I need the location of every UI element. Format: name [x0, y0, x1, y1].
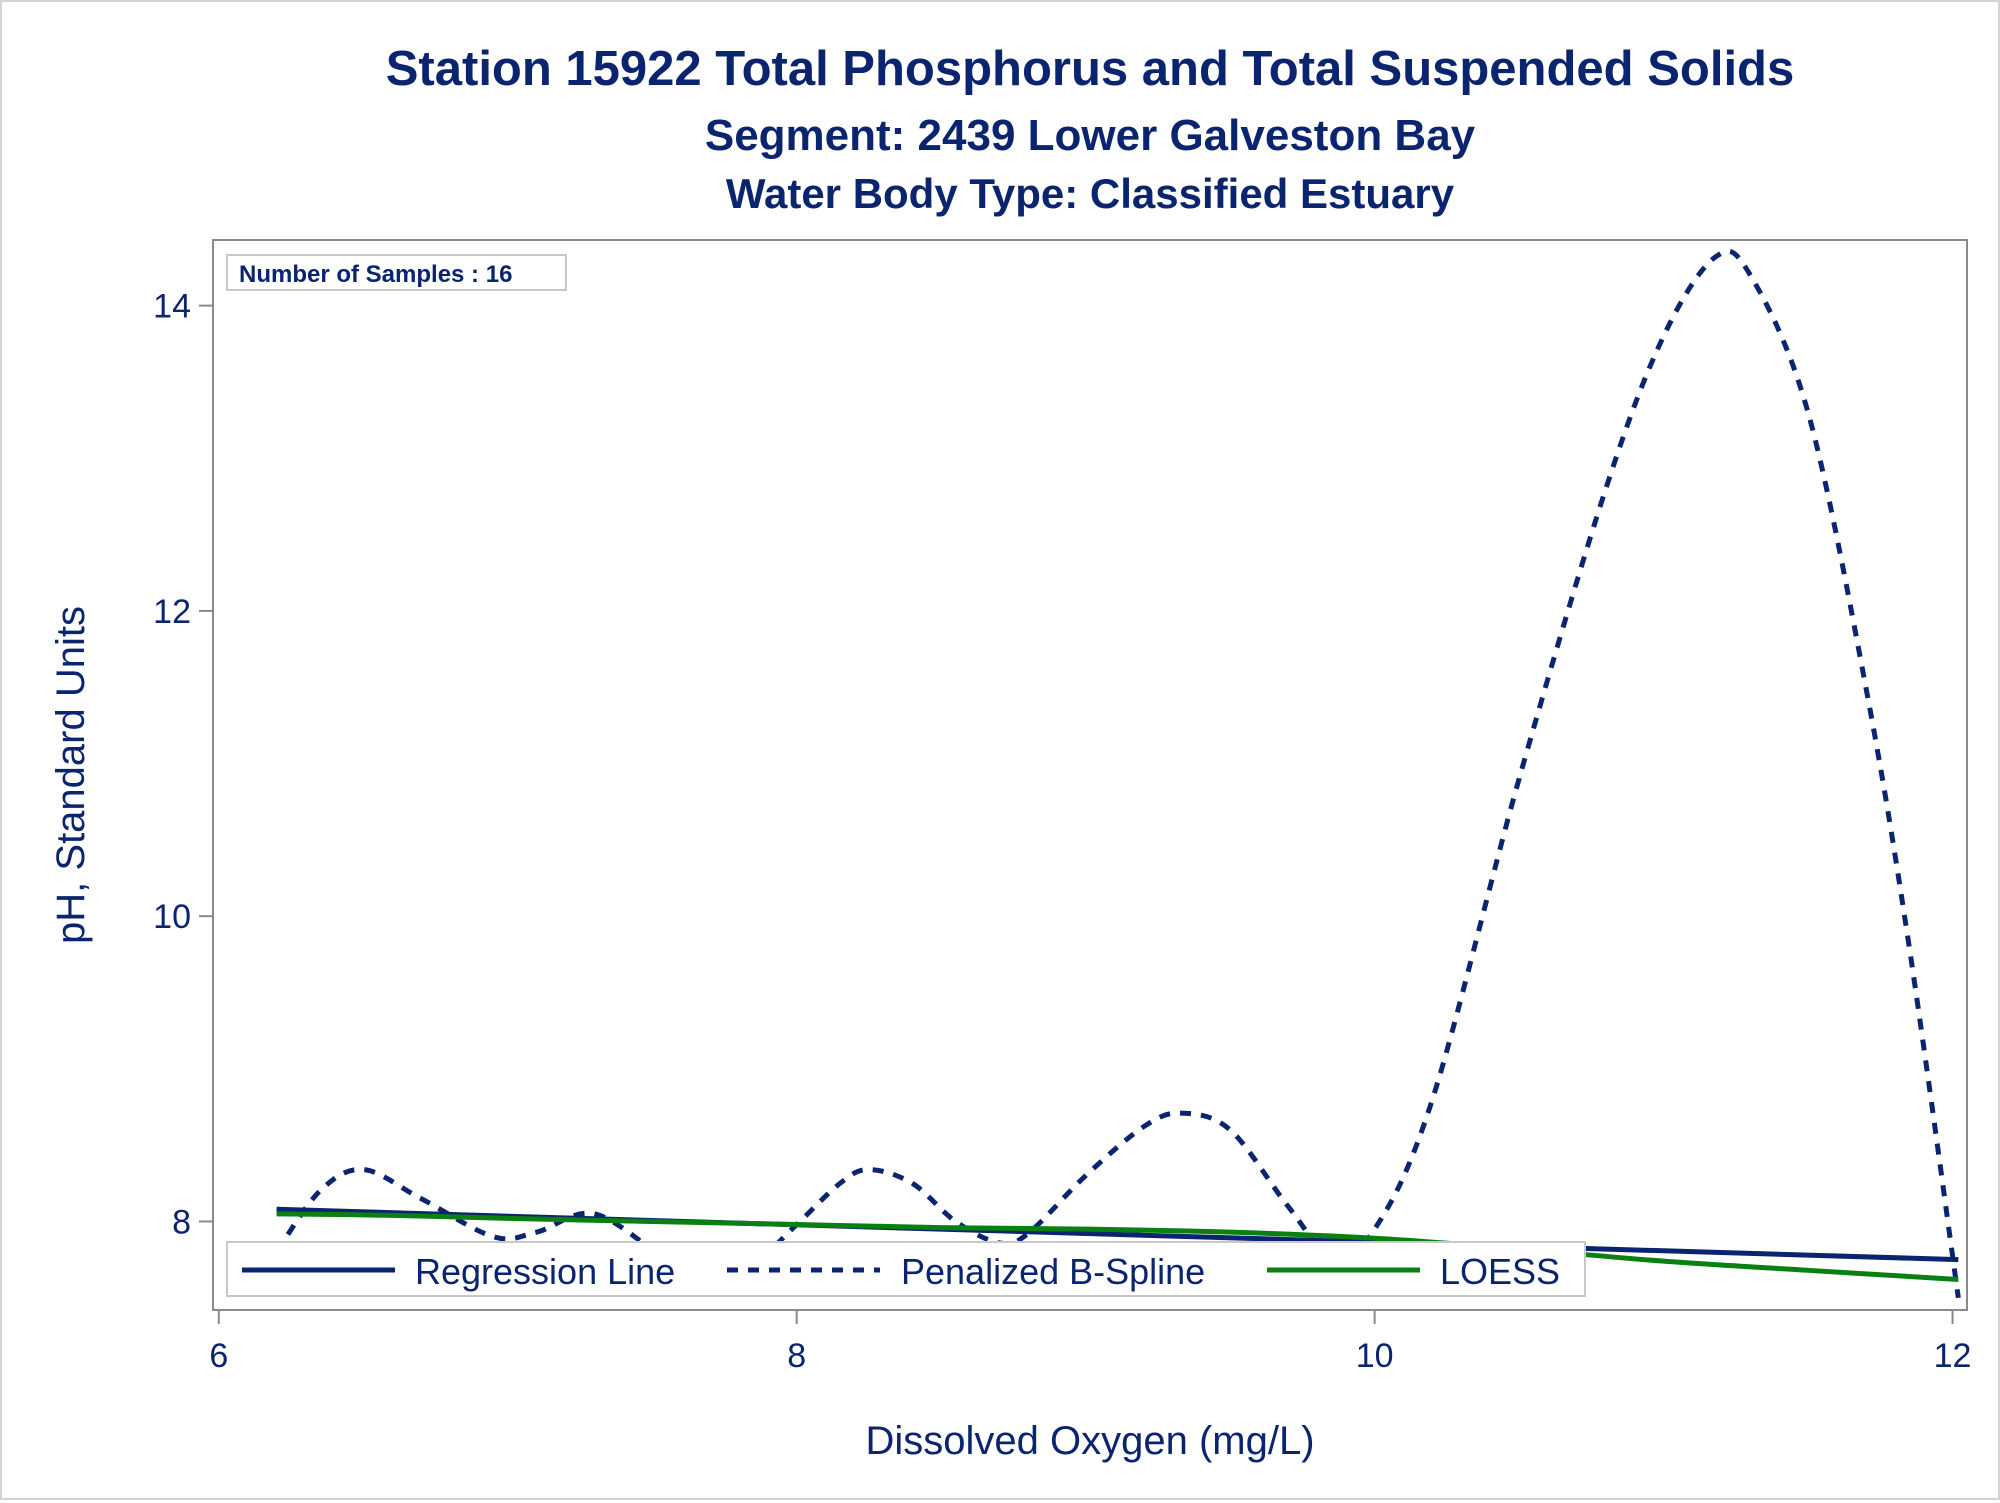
series-line-loess: [276, 1211, 1959, 1282]
series-layer: [274, 248, 1961, 1299]
x-tick-label: 8: [787, 1337, 806, 1375]
x-tick-label: 6: [209, 1337, 228, 1375]
x-tick-label: 12: [1934, 1337, 1972, 1375]
chart-subtitle-2: Water Body Type: Classified Estuary: [726, 170, 1455, 217]
y-tick-label: 10: [153, 898, 191, 936]
legend-label-loess: LOESS: [1440, 1251, 1560, 1292]
y-tick-label: 8: [172, 1203, 191, 1241]
sample-count-box: Number of Samples : 16: [226, 254, 567, 291]
sample-count-frame: [226, 254, 567, 291]
x-tick-label: 10: [1356, 1337, 1394, 1375]
plot-area: [212, 239, 1968, 1311]
y-tick-label: 12: [153, 593, 191, 631]
chart-subtitle: Segment: 2439 Lower Galveston Bay: [705, 111, 1476, 160]
sample-count-annotation: Number of Samples : 16: [239, 261, 512, 288]
series-line-spline: [274, 248, 1961, 1299]
x-axis-label: Dissolved Oxygen (mg/L): [865, 1419, 1314, 1463]
y-axis-label: pH, Standard Units: [49, 606, 93, 944]
axes: 6 8 10 12 8 10 12 14: [153, 288, 1971, 1375]
legend: Regression Line Penalized B-Spline LOESS: [226, 1241, 1586, 1297]
legend-label-regression: Regression Line: [415, 1251, 675, 1292]
chart-title: Station 15922 Total Phosphorus and Total…: [386, 42, 1795, 96]
y-tick-label: 14: [153, 288, 191, 326]
legend-label-spline: Penalized B-Spline: [901, 1251, 1205, 1292]
